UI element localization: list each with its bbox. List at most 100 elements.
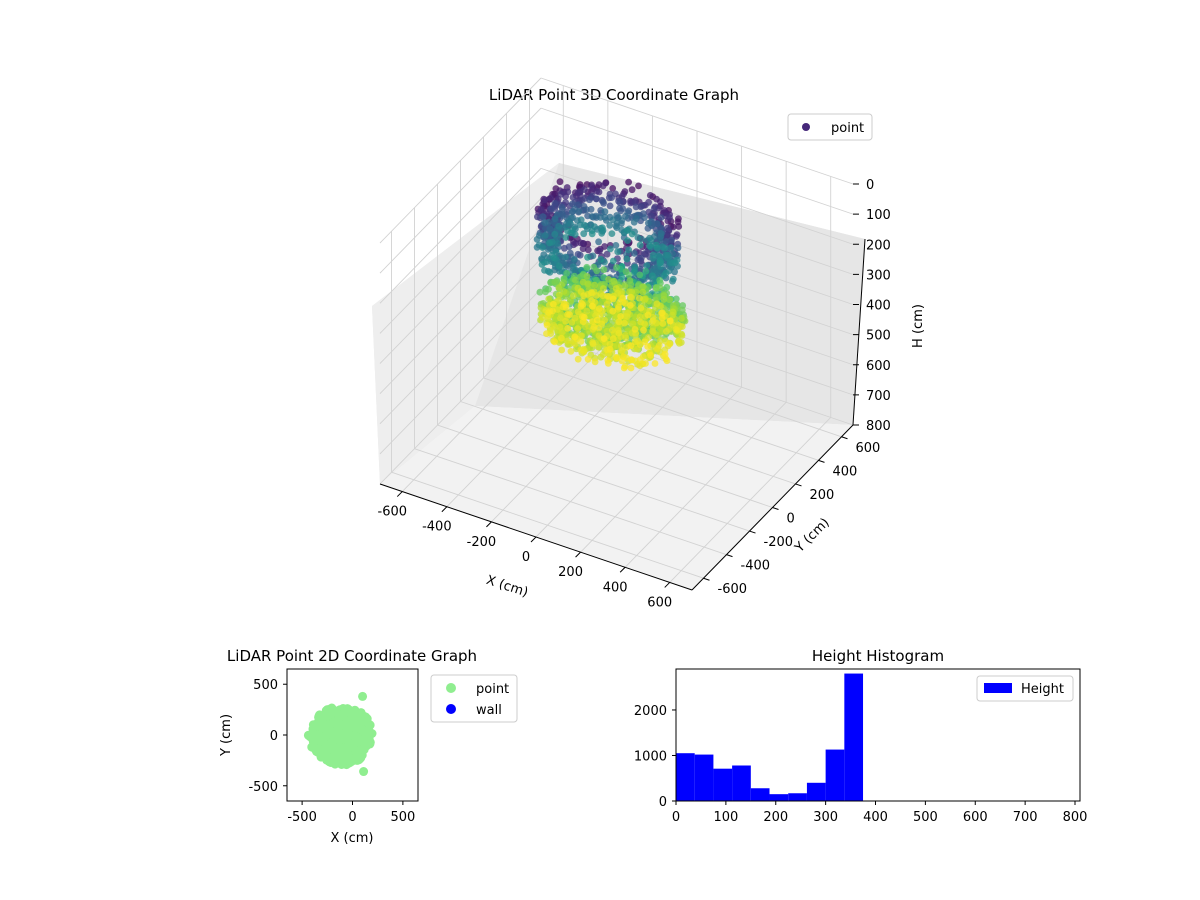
- point-3d: [562, 253, 569, 261]
- x-tick-label-histogram: 0: [672, 810, 680, 825]
- point-3d: [637, 203, 645, 211]
- point-3d: [609, 307, 617, 315]
- point-3d: [618, 273, 626, 281]
- point-3d: [630, 250, 638, 257]
- point-3d: [661, 350, 669, 358]
- y-tick-label-3d: 200: [810, 488, 835, 503]
- point-3d: [533, 236, 541, 243]
- point-3d: [552, 248, 560, 256]
- point-3d: [545, 295, 553, 303]
- point-3d: [559, 205, 566, 213]
- ticks-histogram: 0 100 200 300 400 500 600 700 800 0 1000 2000: [634, 704, 1088, 825]
- point-3d: [551, 215, 559, 223]
- point-3d: [653, 300, 661, 308]
- point-3d: [678, 332, 686, 339]
- point-3d: [669, 311, 676, 319]
- point-3d: [584, 253, 591, 261]
- point-3d: [545, 218, 552, 226]
- point-3d: [672, 233, 680, 240]
- z-axis-line-3d: [852, 238, 866, 426]
- point-3d: [562, 234, 570, 241]
- point-3d: [589, 252, 597, 260]
- z-tick-label-3d: 100: [866, 208, 891, 223]
- point-3d: [565, 243, 573, 251]
- point-3d: [614, 248, 622, 256]
- x-tick-label-histogram: 700: [1013, 810, 1038, 825]
- point-3d: [558, 334, 565, 342]
- y-tick-label-3d: -400: [741, 559, 771, 574]
- grid-line-z-back: [540, 107, 854, 215]
- point-3d: [554, 240, 561, 247]
- point-3d: [672, 295, 680, 303]
- x-tick-label-histogram: 200: [763, 810, 788, 825]
- point-3d: [618, 357, 626, 365]
- point-2d: [353, 709, 363, 719]
- y-tick-label-histogram: 0: [659, 795, 667, 810]
- z-tick-label-3d: 400: [866, 299, 891, 314]
- ticks-2d: -500 0 500 500 0 -500: [248, 678, 415, 825]
- point-3d: [588, 297, 596, 305]
- point-3d: [541, 232, 549, 239]
- point-3d: [601, 213, 609, 221]
- point-3d: [595, 305, 603, 313]
- legend-2d: point wall: [430, 674, 518, 723]
- point-3d: [595, 238, 602, 246]
- point-3d: [617, 313, 624, 320]
- point-3d: [613, 354, 621, 362]
- point-3d: [555, 222, 563, 230]
- point-3d: [606, 345, 614, 353]
- point-3d: [599, 198, 607, 206]
- legend-box-3d: [787, 113, 873, 141]
- point-3d: [629, 320, 637, 328]
- y-tick-label-histogram: 1000: [634, 749, 667, 764]
- point-3d: [567, 229, 575, 237]
- point-3d: [547, 194, 555, 202]
- plot-3d: LiDAR Point 3D Coordinate Graph -600 -400…: [372, 77, 926, 610]
- point-3d: [546, 225, 554, 233]
- point-3d: [603, 301, 611, 308]
- x-tick-label-histogram: 800: [1063, 810, 1088, 825]
- histogram-bar: [732, 765, 751, 801]
- point-3d: [567, 348, 575, 355]
- grid-line-z-left: [379, 107, 542, 274]
- histogram-bar: [750, 788, 770, 801]
- point-3d: [556, 323, 564, 331]
- point-3d: [579, 278, 587, 286]
- point-3d: [580, 186, 588, 194]
- point-3d: [558, 346, 566, 354]
- x-tick-label-2d: -500: [287, 810, 317, 825]
- point-3d: [614, 289, 621, 297]
- grid-line-z-left: [379, 137, 542, 304]
- point-3d: [609, 216, 617, 224]
- point-3d: [646, 192, 654, 199]
- point-3d: [562, 304, 570, 311]
- point-3d: [545, 285, 552, 293]
- point-3d: [642, 360, 649, 367]
- point-3d: [591, 358, 599, 366]
- point-3d: [604, 357, 612, 364]
- point-3d: [635, 182, 642, 190]
- point-3d: [628, 230, 636, 238]
- grid-line-z-left: [379, 318, 542, 485]
- point-3d: [591, 281, 598, 289]
- grid-line-z-back: [540, 77, 854, 185]
- point-3d: [560, 288, 568, 295]
- point-3d: [641, 214, 648, 222]
- point-2d: [359, 767, 369, 777]
- point-3d: [653, 244, 661, 252]
- histogram-bars: [676, 673, 864, 801]
- point-3d: [571, 256, 578, 263]
- point-3d: [589, 302, 596, 310]
- x-tick-label-3d: 0: [522, 550, 530, 565]
- y-tick-label-3d: -200: [764, 535, 794, 550]
- point-3d: [580, 292, 588, 300]
- legend-3d: point: [787, 113, 873, 141]
- point-3d: [640, 326, 647, 334]
- point-3d: [660, 272, 668, 280]
- x-tick-label-histogram: 500: [913, 810, 938, 825]
- point-2d: [332, 734, 342, 743]
- point-3d: [601, 208, 609, 216]
- point-3d: [583, 272, 591, 280]
- point-3d: [652, 284, 660, 291]
- point-3d: [642, 267, 650, 275]
